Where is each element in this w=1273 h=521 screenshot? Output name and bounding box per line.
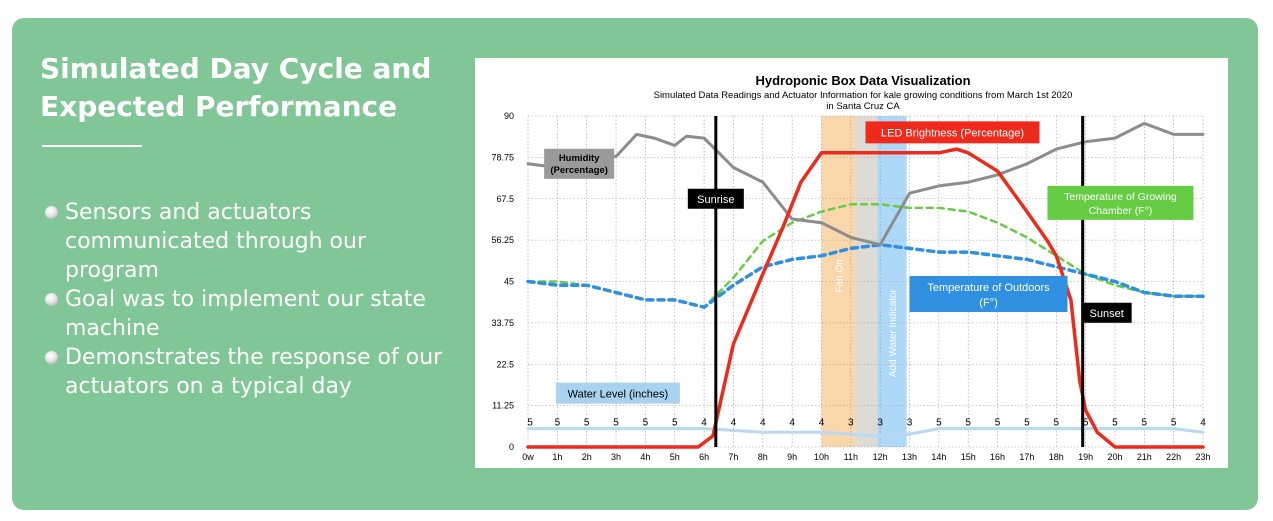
x-tick-label: 0w <box>522 452 534 462</box>
water-level-label: 5 <box>1171 418 1177 429</box>
water-level-label: 5 <box>613 418 619 429</box>
water-level-label: 5 <box>527 418 533 429</box>
series-line-water-level-inches- <box>526 427 1205 438</box>
marker-label-sunrise: Sunrise <box>697 194 734 206</box>
bullet-text: Demonstrates the response of our actuato… <box>65 345 443 399</box>
water-level-label: 5 <box>1024 418 1030 429</box>
water-level-label: 5 <box>995 418 1001 429</box>
bullet-icon <box>45 293 58 306</box>
water-level-label: 3 <box>907 418 913 429</box>
marker-box-sunrise <box>687 188 744 209</box>
annotation-label-growing: Temperature of Growing <box>1064 191 1177 203</box>
water-level-label: 5 <box>584 418 590 429</box>
water-level-label: 5 <box>1053 418 1059 429</box>
x-tick-label: 17h <box>1019 452 1034 462</box>
series-line-humidity-percentage- <box>526 121 1205 247</box>
x-tick-label: 18h <box>1049 452 1064 462</box>
x-tick-label: 5h <box>670 452 680 462</box>
bullet-item: Goal was to implement our state machine <box>44 285 464 343</box>
annotation-box-led <box>865 121 1040 144</box>
annotation-label-growing: Chamber (F°) <box>1089 205 1153 217</box>
bullet-item: Demonstrates the response of our actuato… <box>44 343 464 401</box>
chart-svg: Hydroponic Box Data Visualization Simula… <box>491 73 1210 462</box>
bullet-icon <box>45 351 58 364</box>
x-tick-label: 3h <box>611 452 621 462</box>
chart-title: Hydroponic Box Data Visualization <box>755 73 970 88</box>
x-tick-label: 14h <box>931 452 946 462</box>
y-tick-label: 0 <box>509 442 514 452</box>
x-tick-label: 11h <box>844 452 858 462</box>
water-level-label: 5 <box>1112 418 1118 429</box>
annotation-label-humidity: Humidity <box>559 153 600 164</box>
bullet-list: Sensors and actuators communicated throu… <box>44 198 464 401</box>
water-level-label: 5 <box>1083 418 1089 429</box>
x-tick-label: 7h <box>728 452 738 462</box>
annotation-box-water <box>555 382 680 404</box>
bullet-icon <box>45 206 58 219</box>
y-tick-label: 78.75 <box>491 152 514 162</box>
annotation-box-growing <box>1047 185 1194 220</box>
bullet-item: Sensors and actuators communicated throu… <box>44 198 464 285</box>
y-tick-label: 22.5 <box>496 359 514 369</box>
water-level-label: 5 <box>555 418 561 429</box>
x-tick-label: 9h <box>787 452 797 462</box>
y-tick-label: 45 <box>504 277 514 287</box>
water-level-label: 5 <box>672 418 678 429</box>
chart-subtitle-line-2: in Santa Cruz CA <box>826 101 900 112</box>
x-tick-label: 10h <box>814 452 829 462</box>
marker-label-sunset: Sunset <box>1090 308 1124 320</box>
x-tick-label: 2h <box>582 452 592 462</box>
y-tick-label: 11.25 <box>492 401 514 411</box>
annotation-label-led: LED Brightness (Percentage) <box>881 127 1024 139</box>
x-tick-label: 1h <box>552 452 562 462</box>
x-tick-label: 16h <box>990 452 1005 462</box>
annotation-label-outdoor: Temperature of Outdoors <box>927 282 1050 294</box>
series-line-temperature-of-outdoors-f- <box>526 242 1205 309</box>
water-level-label: 3 <box>848 418 854 429</box>
title-underline <box>42 145 142 147</box>
water-level-label: 4 <box>701 418 707 429</box>
band-label-add-water: Add Water Indicator <box>888 288 899 377</box>
bullet-text: Goal was to implement our state machine <box>65 287 426 341</box>
water-level-label: 5 <box>936 418 942 429</box>
x-tick-label: 19h <box>1078 452 1093 462</box>
water-level-label: 4 <box>789 418 795 429</box>
marker-box-sunset <box>1081 302 1132 323</box>
y-tick-label: 33.75 <box>491 318 514 328</box>
x-tick-label: 15h <box>961 452 976 462</box>
water-level-label: 5 <box>1142 418 1148 429</box>
y-tick-label: 90 <box>504 111 514 121</box>
annotation-label-outdoor: (F°) <box>979 297 997 309</box>
band-fan-on <box>821 116 856 447</box>
x-tick-label: 13h <box>902 452 917 462</box>
annotation-box-humidity <box>544 148 615 179</box>
water-level-label: 3 <box>877 418 883 429</box>
chart-subtitle-line-1: Simulated Data Readings and Actuator Inf… <box>654 90 1073 101</box>
band-label-fan-on: Fan On <box>834 259 845 292</box>
y-tick-label: 56.25 <box>491 235 514 245</box>
band-overlap <box>855 116 878 447</box>
x-tick-label: 20h <box>1107 452 1122 462</box>
x-tick-label: 22h <box>1166 452 1181 462</box>
water-level-label: 5 <box>643 418 649 429</box>
x-tick-label: 6h <box>699 452 709 462</box>
x-tick-label: 4h <box>640 452 650 462</box>
water-level-label: 4 <box>731 418 737 429</box>
water-level-label: 4 <box>1200 418 1206 429</box>
annotation-label-water: Water Level (inches) <box>568 389 668 401</box>
x-tick-label: 21h <box>1137 452 1152 462</box>
water-level-label: 5 <box>965 418 971 429</box>
chart-card: Hydroponic Box Data Visualization Simula… <box>475 58 1228 468</box>
annotation-label-humidity: (Percentage) <box>550 165 608 176</box>
x-tick-label: 23h <box>1195 452 1210 462</box>
water-level-label: 4 <box>760 418 766 429</box>
y-tick-label: 67.5 <box>496 194 514 204</box>
annotation-box-outdoor <box>909 275 1068 312</box>
bullet-text: Sensors and actuators communicated throu… <box>65 200 366 283</box>
x-tick-label: 8h <box>758 452 768 462</box>
x-tick-label: 12h <box>873 452 888 462</box>
water-level-label: 4 <box>819 418 825 429</box>
slide-title: Simulated Day Cycle and Expected Perform… <box>40 52 432 123</box>
series-line-led-brightness-percentage- <box>526 147 1205 449</box>
